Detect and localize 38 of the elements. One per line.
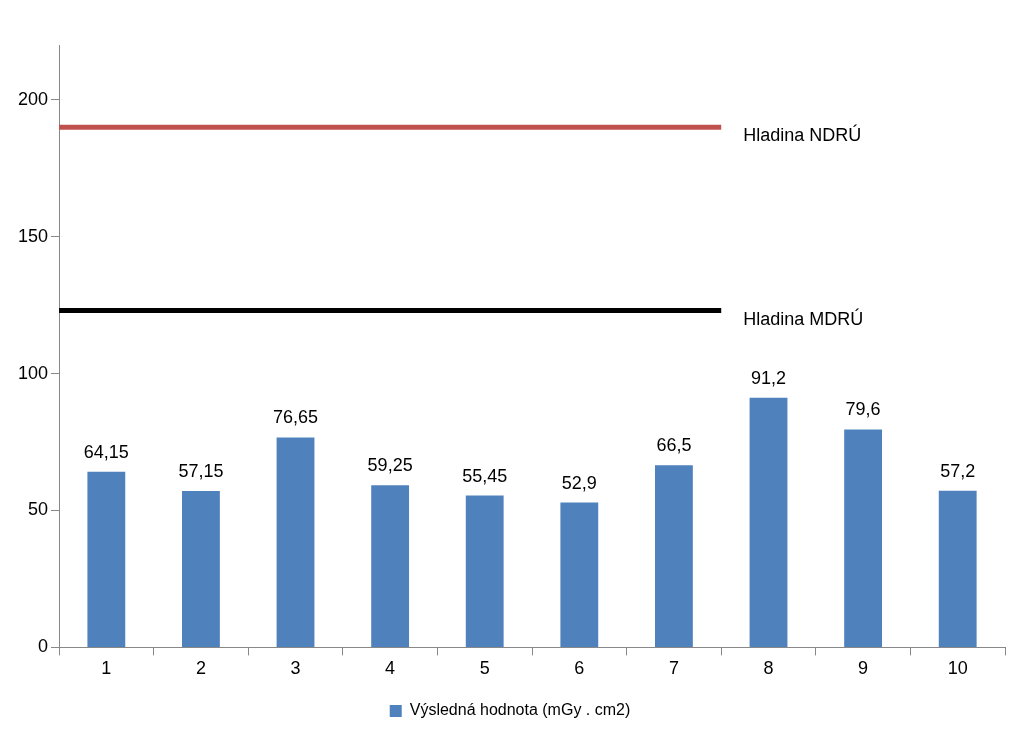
data-label: 79,6 — [845, 399, 881, 420]
bar — [749, 397, 788, 647]
ref-line-label: Hladina NDRÚ — [743, 124, 862, 146]
data-label: 59,25 — [367, 455, 413, 476]
legend-label: Výsledná hodnota (mGy . cm2) — [409, 701, 631, 719]
bar — [560, 502, 599, 647]
x-tick-label: 2 — [195, 658, 206, 679]
bar — [87, 471, 126, 647]
y-tick-label: 200 — [17, 88, 49, 109]
x-tick-label: 1 — [101, 658, 112, 679]
data-label: 57,2 — [940, 460, 976, 481]
bar — [371, 485, 410, 647]
x-tick-label: 10 — [947, 658, 968, 679]
bar — [465, 495, 504, 647]
x-tick-label: 7 — [668, 658, 679, 679]
y-tick-label: 0 — [38, 636, 49, 657]
bar — [844, 429, 883, 647]
y-tick-label: 150 — [17, 225, 49, 246]
bar — [654, 465, 693, 647]
x-tick-label: 9 — [858, 658, 869, 679]
data-label: 55,45 — [462, 465, 508, 486]
data-label: 64,15 — [83, 441, 129, 462]
ref-line-label: Hladina MDRÚ — [743, 307, 864, 329]
y-tick-label: 100 — [17, 362, 49, 383]
data-label: 66,5 — [656, 435, 692, 456]
x-tick-label: 8 — [763, 658, 774, 679]
x-tick-label: 5 — [479, 658, 490, 679]
x-tick-label: 4 — [385, 658, 396, 679]
data-label: 91,2 — [750, 367, 787, 388]
data-label: 52,9 — [561, 472, 597, 493]
x-tick-label: 6 — [574, 658, 585, 679]
x-tick-label: 3 — [290, 658, 301, 679]
bar — [938, 490, 977, 647]
data-label: 76,65 — [273, 407, 319, 428]
bar — [276, 437, 315, 647]
bar — [182, 490, 220, 647]
y-tick-label: 50 — [28, 499, 49, 520]
data-label: 57,15 — [178, 460, 224, 481]
